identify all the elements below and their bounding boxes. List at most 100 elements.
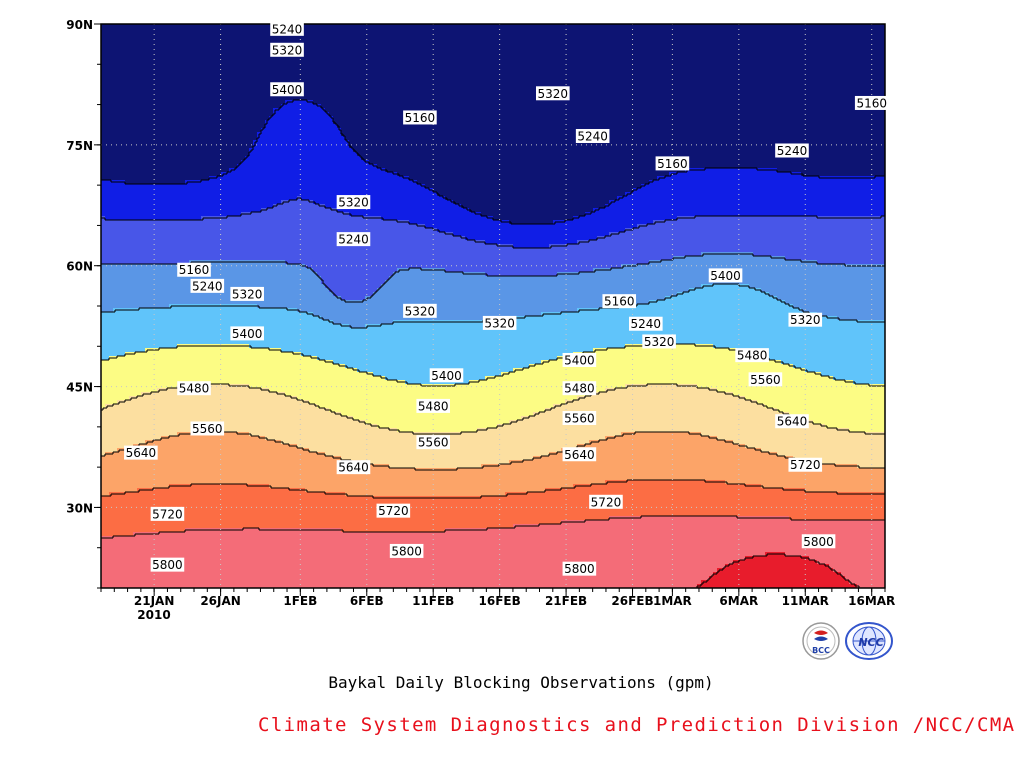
contour-fill-cell — [241, 160, 370, 165]
x-tick-label: 1FEB — [283, 594, 317, 608]
contour-label: 5720 — [376, 503, 411, 518]
contour-fill-cell — [445, 196, 618, 201]
contour-fill-cell — [481, 212, 586, 217]
contour-fill-cell — [701, 580, 850, 585]
contour-fill-cell — [513, 244, 550, 249]
contour-fill-cell — [637, 224, 885, 229]
contour-fill-cell — [101, 492, 110, 497]
contour-fill-cell — [101, 448, 118, 453]
contour-label: 5800 — [562, 561, 597, 576]
contour-fill-cell — [101, 156, 246, 161]
contour-label: 5640 — [562, 447, 597, 462]
contour-fill-cell — [237, 164, 378, 169]
contour-fill-cell — [509, 420, 814, 425]
contour-fill-cell — [573, 216, 678, 221]
contour-fill-cell — [821, 372, 885, 377]
contour-fill-cell — [101, 400, 118, 405]
svg-text:5720: 5720 — [790, 458, 821, 472]
contour-fill-cell — [777, 408, 885, 413]
contour-fill-cell — [853, 380, 885, 385]
contour-fill-cell — [281, 348, 594, 353]
svg-text:5240: 5240 — [631, 317, 662, 331]
contour-fill-cell — [513, 524, 885, 529]
contour-fill-cell — [809, 556, 885, 561]
contour-fill-cell — [737, 348, 885, 353]
contour-fill-cell — [265, 124, 338, 129]
contour-fill-cell — [593, 348, 738, 353]
contour-fill-cell — [589, 440, 734, 445]
contour-fill-cell — [453, 232, 610, 237]
contour-fill-cell — [717, 436, 885, 441]
contour-fill-cell — [101, 124, 266, 129]
contour-fill-cell — [529, 364, 794, 369]
contour-fill-cell — [101, 480, 606, 485]
contour-fill-cell — [389, 276, 885, 281]
contour-fill-cell — [101, 204, 274, 209]
contour-fill-cell — [593, 208, 885, 213]
contour-fill-cell — [801, 172, 885, 177]
svg-text:5320: 5320 — [790, 313, 821, 327]
contour-fill-cell — [789, 412, 885, 417]
contour-fill-cell — [221, 172, 398, 177]
contour-fill-cell — [817, 312, 885, 317]
bcc-logo-icon: BCC — [802, 622, 840, 660]
contour-fill-cell — [649, 300, 786, 305]
contour-fill-cell — [533, 412, 790, 417]
contour-fill-cell — [297, 396, 578, 401]
contour-fill-cell — [101, 244, 514, 249]
svg-text:5320: 5320 — [405, 304, 436, 318]
contour-fill-cell — [753, 252, 885, 257]
contour-fill-cell — [389, 464, 482, 469]
contour-fill-cell — [625, 192, 885, 197]
contour-fill-cell — [393, 272, 486, 277]
contour-fill-cell — [793, 364, 885, 369]
contour-fill-cell — [845, 576, 885, 581]
contour-fill-cell — [381, 216, 494, 221]
contour-fill-cell — [101, 528, 186, 533]
x-axis: 21JAN 26JAN 1FEB 6FEB 11FEB 16FEB 21FEB 26FEB 1M… — [100, 588, 895, 608]
contour-fill-cell — [145, 348, 282, 353]
contour-fill-cell — [333, 116, 885, 121]
contour-fill-cell — [101, 208, 262, 213]
contour-fill-cell — [253, 140, 350, 145]
contour-fill-cell — [101, 508, 885, 513]
contour-fill-cell — [353, 148, 885, 153]
contour-fill-cell — [101, 336, 885, 341]
svg-text:5480: 5480 — [418, 399, 449, 413]
contour-fill-cell — [345, 364, 530, 369]
contour-fill-cell — [385, 280, 885, 285]
contour-fill-cell — [101, 224, 426, 229]
contour-label: 5320 — [270, 42, 304, 57]
contour-fill-cell — [101, 548, 885, 553]
contour-fill-cell — [733, 560, 818, 565]
contour-label: 5560 — [190, 421, 225, 436]
gridline-layer — [101, 24, 885, 588]
contour-fill-cell — [481, 464, 858, 469]
contour-fill-cell — [577, 444, 746, 449]
contour-fill-cell — [245, 156, 362, 161]
y-tick-label: 45N — [66, 381, 93, 395]
contour-fill-cell — [257, 304, 618, 309]
contour-fill-cell — [785, 256, 885, 261]
contour-fill-cell — [101, 176, 210, 181]
contour-fill-cell — [677, 292, 770, 297]
contour-label: 5400 — [562, 352, 597, 367]
contour-fill-cell — [101, 232, 454, 237]
svg-text:NCC: NCC — [858, 636, 883, 649]
contour-fill-cell — [689, 288, 762, 293]
contour-fill-cell — [101, 556, 746, 561]
contour-fill-cell — [665, 296, 778, 301]
contour-label: 5640 — [775, 414, 809, 429]
svg-text:5160: 5160 — [179, 263, 210, 277]
contour-fill-cell — [101, 196, 298, 201]
contour-fill-cell — [793, 304, 885, 309]
contour-fill-cell — [577, 308, 802, 313]
contour-fill-cell — [133, 444, 298, 449]
contour-fill-cell — [733, 440, 885, 445]
footer-credit: Climate System Diagnostics and Predictio… — [258, 714, 1016, 736]
contour-label: 5240 — [575, 128, 610, 143]
contour-fill-cell — [313, 200, 454, 205]
svg-text:5800: 5800 — [803, 535, 834, 549]
contour-fill-cell — [573, 352, 754, 357]
contour-fill-cell — [757, 400, 885, 405]
